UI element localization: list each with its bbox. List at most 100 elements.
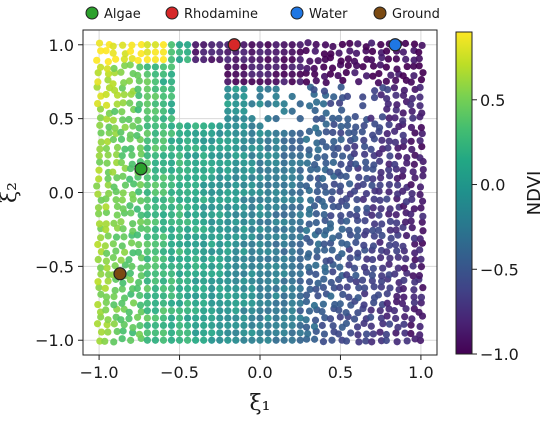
ndvi-point [192, 314, 200, 322]
ndvi-point [224, 299, 232, 307]
ndvi-point [208, 270, 216, 278]
ndvi-point [272, 211, 280, 219]
ndvi-point [151, 299, 160, 307]
ndvi-point [232, 92, 240, 101]
ndvi-point [305, 307, 314, 315]
ndvi-point [240, 122, 248, 130]
ndvi-point [296, 55, 304, 64]
ndvi-point [256, 307, 264, 315]
ndvi-point [376, 306, 384, 315]
ndvi-point [167, 262, 176, 270]
ndvi-point [296, 78, 304, 86]
ndvi-point [175, 181, 184, 189]
ndvi-point [175, 151, 184, 160]
ndvi-point [240, 284, 248, 293]
ndvi-point [256, 85, 264, 93]
ndvi-point [208, 218, 216, 226]
ndvi-point [416, 137, 424, 145]
ndvi-point [216, 270, 224, 278]
ndvi-point [288, 299, 296, 307]
ndvi-point [248, 247, 256, 256]
ndvi-point [407, 329, 415, 338]
ndvi-point [369, 330, 377, 338]
ndvi-point [95, 210, 103, 218]
ndvi-point [120, 294, 129, 302]
ndvi-point [399, 242, 407, 250]
ndvi-point [192, 336, 200, 344]
ndvi-point [296, 292, 304, 300]
ndvi-point [264, 225, 272, 234]
ndvi-point [256, 218, 264, 226]
ndvi-point [240, 277, 248, 285]
ndvi-point [151, 284, 160, 293]
ndvi-point [216, 329, 224, 337]
ndvi-point [411, 256, 419, 264]
ndvi-point [280, 55, 288, 64]
ndvi-point [256, 225, 264, 234]
ndvi-point [143, 211, 151, 219]
ndvi-point [346, 210, 354, 219]
ndvi-point [104, 175, 112, 183]
ndvi-point [137, 264, 145, 272]
ndvi-point [345, 261, 353, 269]
ndvi-point [393, 247, 401, 255]
ndvi-point [159, 188, 168, 197]
ndvi-point [264, 321, 272, 330]
ndvi-point [350, 315, 359, 323]
ndvi-point [296, 174, 304, 182]
ndvi-point [409, 262, 417, 270]
ndvi-point [208, 233, 216, 241]
ndvi-point [208, 174, 216, 182]
ndvi-point [310, 301, 319, 310]
ndvi-point [97, 328, 106, 336]
ndvi-point [391, 114, 399, 122]
ndvi-point [327, 278, 335, 287]
ndvi-point [337, 57, 345, 65]
ndvi-point [418, 129, 426, 138]
ndvi-point [151, 188, 160, 197]
ndvi-point [272, 196, 280, 204]
ndvi-point [117, 316, 125, 324]
ndvi-point [264, 196, 272, 204]
ndvi-point [314, 279, 322, 287]
ndvi-point [104, 328, 112, 336]
ndvi-point [329, 268, 337, 276]
ndvi-point [120, 55, 128, 63]
ndvi-point [248, 233, 256, 241]
ndvi-point [318, 321, 326, 330]
ndvi-point [329, 128, 337, 137]
ndvi-point [370, 195, 378, 203]
ndvi-point [240, 240, 248, 248]
ndvi-point [310, 86, 318, 94]
ndvi-point [351, 69, 359, 77]
ndvi-point [167, 225, 176, 234]
ndvi-point [143, 240, 151, 248]
ndvi-point [408, 145, 416, 154]
ndvi-point [129, 299, 138, 307]
ndvi-point [93, 56, 101, 64]
ndvi-point [224, 314, 232, 322]
ndvi-point [410, 160, 418, 168]
ndvi-point [208, 203, 216, 211]
ndvi-point [272, 188, 280, 197]
ndvi-point [314, 181, 323, 189]
ndvi-point [312, 270, 320, 278]
ndvi-point [322, 109, 330, 117]
ndvi-point [248, 329, 256, 337]
ndvi-point [232, 292, 240, 300]
ndvi-point [280, 307, 288, 315]
ndvi-point [256, 144, 264, 152]
ndvi-point [216, 233, 224, 241]
ndvi-point [288, 70, 296, 78]
ndvi-point [137, 272, 145, 280]
ndvi-point [375, 211, 383, 219]
ndvi-point [167, 270, 176, 278]
ndvi-point [386, 284, 394, 292]
ndvi-point [345, 129, 353, 137]
ndvi-point [151, 159, 160, 167]
ndvi-point [360, 122, 368, 130]
ndvi-point [113, 202, 122, 211]
ndvi-point [216, 255, 224, 263]
ndvi-point [224, 115, 232, 123]
ndvi-point [272, 255, 280, 263]
